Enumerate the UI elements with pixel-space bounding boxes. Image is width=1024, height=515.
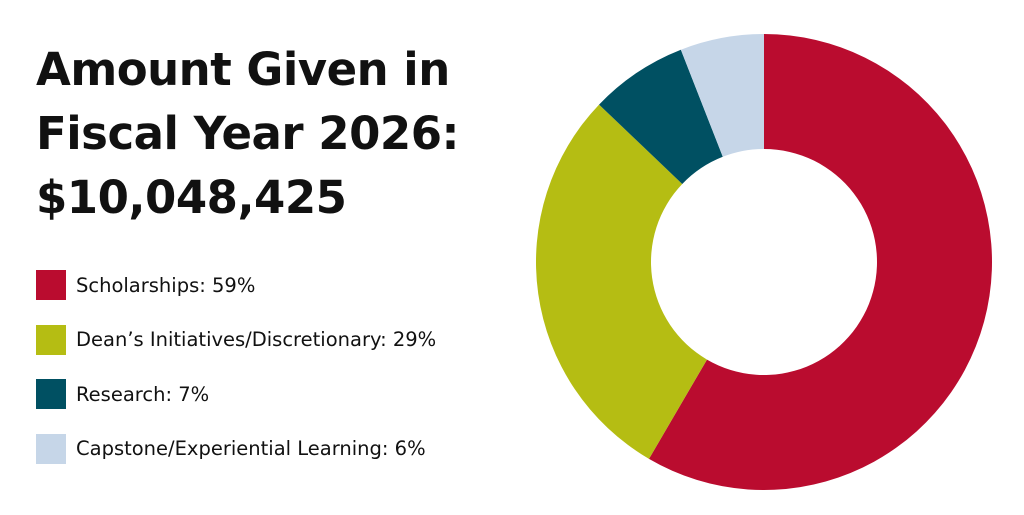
legend-label-research: Research: 7%: [76, 382, 210, 406]
legend-item-deans-initiatives: Dean’s Initiatives/Discretionary: 29%: [36, 324, 516, 355]
legend-label-deans-initiatives: Dean’s Initiatives/Discretionary: 29%: [76, 328, 437, 351]
title-line-3: $10,048,425: [36, 171, 347, 224]
title-line-2: Fiscal Year 2026:: [36, 107, 460, 160]
chart-title: Amount Given in Fiscal Year 2026: $10,04…: [36, 38, 506, 230]
legend: Scholarships: 59% Dean’s Initiatives/Dis…: [36, 270, 516, 488]
legend-swatch-research: [36, 379, 66, 409]
donut-slice-research: [599, 49, 723, 184]
legend-item-scholarships: Scholarships: 59%: [36, 270, 516, 300]
legend-label-capstone: Capstone/Experiential Learning: 6%: [76, 437, 426, 460]
legend-item-research: Research: 7%: [36, 379, 516, 409]
donut-slice-deans-initiatives: [536, 104, 707, 459]
legend-label-scholarships: Scholarships: 59%: [76, 273, 256, 297]
legend-swatch-deans-initiatives: [36, 324, 66, 355]
donut-slice-capstone: [680, 34, 764, 157]
legend-swatch-scholarships: [36, 270, 66, 300]
donut-slice-scholarships: [648, 34, 992, 490]
title-line-1: Amount Given in: [36, 43, 450, 96]
legend-item-capstone: Capstone/Experiential Learning: 6%: [36, 433, 516, 464]
legend-swatch-capstone: [36, 433, 66, 464]
donut-chart: [536, 34, 992, 490]
